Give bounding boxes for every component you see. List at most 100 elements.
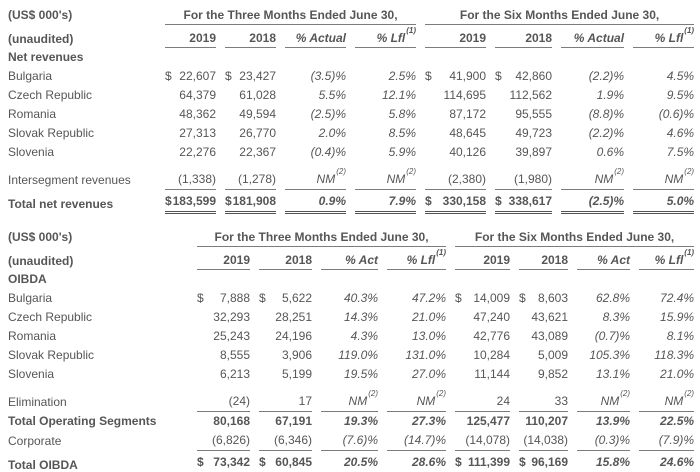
value-cell: $330,158 — [416, 190, 487, 214]
value-cell: $73,342 — [188, 451, 250, 472]
pct-lfl-header: % Lfl(1) — [378, 247, 447, 270]
value-cell: (24) — [188, 388, 250, 412]
footnote-ref: (1) — [684, 26, 695, 35]
value-cell: $5,622 — [259, 291, 312, 305]
footnote-ref: (2) — [406, 167, 417, 176]
pct-actual-header: % Act — [568, 247, 631, 270]
percent-cell: 19.5% — [343, 367, 378, 381]
footnote-ref: (2) — [614, 167, 625, 176]
row-slovak-republic: Slovak Republic 27,313 26,770 2.0% 8.5% … — [8, 124, 694, 143]
percent-cell: 105.3% — [589, 348, 631, 362]
row-label: Total Operating Segments — [8, 414, 157, 428]
percent-cell: 0.9% — [276, 190, 346, 214]
percent-cell: 28.6% — [378, 451, 446, 472]
value-cell: (14,038) — [510, 431, 569, 451]
row-label: Elimination — [8, 395, 67, 409]
value-cell: $7,888 — [197, 291, 250, 305]
row-label: Slovak Republic — [8, 348, 95, 362]
row-label: Romania — [8, 107, 57, 121]
value-cell: 80,168 — [213, 414, 250, 428]
section-label: OIBDA — [8, 272, 47, 286]
row-label: Total OIBDA — [8, 458, 78, 472]
row-intersegment-revenues: Intersegment revenues (1,338) (1,278) NM… — [8, 166, 695, 190]
percent-cell: (0.4)% — [310, 145, 346, 159]
value-cell: $42,860 — [495, 69, 553, 83]
units-label: (US$ 000's) — [8, 8, 73, 22]
percent-cell: 47.2% — [412, 291, 447, 305]
value-cell: 5,199 — [281, 367, 312, 381]
value-cell: 22,367 — [239, 145, 276, 159]
net-revenues-table: (US$ 000's) For the Three Months Ended J… — [8, 5, 695, 214]
value-cell: 43,089 — [531, 329, 569, 343]
percent-cell: 62.8% — [596, 291, 631, 305]
percent-cell: 27.3% — [412, 414, 447, 428]
year-header: 2019 — [188, 247, 250, 270]
row-total-oibda: Total OIBDA $73,342 $60,845 20.5% 28.6% … — [8, 451, 694, 472]
value-cell: 110,207 — [525, 414, 569, 428]
six-months-header: For the Six Months Ended June 30, — [416, 5, 695, 25]
year-header: 2018 — [216, 25, 276, 48]
percent-cell: (3.5)% — [310, 69, 346, 83]
percent-cell: 72.4% — [660, 291, 695, 305]
value-cell: 114,695 — [443, 88, 487, 102]
row-romania: Romania 25,243 24,196 4.3% 13.0% 42,776 … — [8, 327, 694, 346]
value-cell: 33 — [510, 388, 569, 412]
dollar-sign: $ — [455, 455, 462, 469]
value-cell: 42,776 — [473, 329, 511, 343]
units-label: (US$ 000's) — [8, 230, 73, 244]
value-cell: 48,645 — [449, 126, 487, 140]
year-header: 2019 — [416, 25, 487, 48]
dollar-sign: $ — [225, 69, 232, 83]
dollar-sign: $ — [495, 69, 502, 83]
value-cell: $41,900 — [425, 69, 487, 83]
row-slovak-republic: Slovak Republic 8,555 3,906 119.0% 131.0… — [8, 346, 694, 365]
value-cell: 95,555 — [515, 107, 553, 121]
value-cell: 28,251 — [275, 310, 312, 324]
value-cell: 9,852 — [538, 367, 569, 381]
value-cell: $96,169 — [510, 451, 568, 472]
row-czech-republic: Czech Republic 64,379 61,028 5.5% 12.1% … — [8, 86, 694, 105]
footnote-ref: (1) — [684, 248, 695, 257]
footnote-ref: (2) — [684, 167, 695, 176]
dollar-sign: $ — [425, 194, 432, 208]
percent-cell: (8.8)% — [588, 107, 625, 121]
six-months-header: For the Six Months Ended June 30, — [446, 227, 695, 247]
dollar-sign: $ — [425, 69, 432, 83]
percent-cell: 0.6% — [596, 145, 625, 159]
value-cell: $22,607 — [165, 69, 216, 83]
percent-cell: NM(2) — [346, 166, 417, 190]
percent-cell: 4.5% — [666, 69, 695, 83]
percent-cell: NM(2) — [630, 388, 695, 412]
value-cell: 22,276 — [179, 145, 216, 159]
value-cell: 6,213 — [219, 367, 250, 381]
percent-cell: (0.3)% — [568, 431, 631, 451]
unaudited-label: (unaudited) — [8, 254, 74, 268]
dollar-sign: $ — [165, 194, 172, 208]
value-cell: 112,562 — [509, 88, 553, 102]
value-cell: 40,126 — [449, 145, 487, 159]
dollar-sign: $ — [225, 194, 232, 208]
row-bulgaria: Bulgaria $22,607 $23,427 (3.5)% 2.5% $41… — [8, 67, 694, 86]
column-header-row: (unaudited) 2019 2018 % Act % Lfl(1) 201… — [8, 247, 695, 270]
percent-cell: 24.6% — [630, 451, 694, 472]
footnote-ref: (2) — [436, 389, 447, 398]
dollar-sign: $ — [455, 291, 462, 305]
percent-cell: (14.7)% — [378, 431, 447, 451]
percent-cell: (7.6)% — [312, 431, 378, 451]
percent-cell: 21.0% — [660, 367, 695, 381]
dollar-sign: $ — [197, 291, 204, 305]
value-cell: 64,379 — [179, 88, 216, 102]
value-cell: 5,009 — [538, 348, 569, 362]
value-cell: 49,723 — [515, 126, 553, 140]
value-cell: 17 — [250, 388, 312, 412]
value-cell: 61,028 — [239, 88, 276, 102]
value-cell: 25,243 — [213, 329, 250, 343]
footnote-ref: (2) — [620, 389, 631, 398]
percent-cell: 40.3% — [343, 291, 378, 305]
pct-lfl-header: % Lfl(1) — [346, 25, 417, 48]
dollar-sign: $ — [519, 455, 526, 469]
footnote-ref: (2) — [368, 389, 378, 398]
percent-cell: 21.0% — [412, 310, 447, 324]
dollar-sign: $ — [165, 69, 172, 83]
value-cell: (1,980) — [486, 166, 553, 190]
